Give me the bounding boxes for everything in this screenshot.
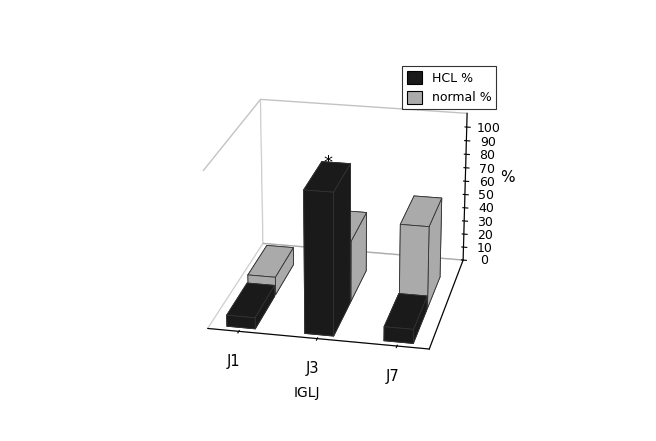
Legend: HCL %, normal %: HCL %, normal % bbox=[401, 66, 497, 109]
X-axis label: IGLJ: IGLJ bbox=[293, 385, 320, 400]
